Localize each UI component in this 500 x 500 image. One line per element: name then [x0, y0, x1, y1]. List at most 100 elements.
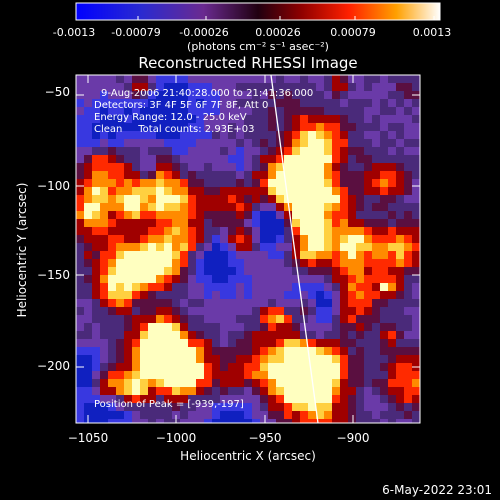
image-pixel — [284, 211, 292, 219]
image-pixel — [356, 283, 364, 291]
image-pixel — [404, 99, 412, 107]
image-pixel — [188, 291, 196, 299]
image-pixel — [212, 419, 220, 423]
image-pixel — [340, 131, 348, 139]
image-pixel — [92, 419, 100, 423]
image-pixel — [204, 75, 212, 83]
image-pixel — [284, 163, 292, 171]
image-pixel — [220, 123, 228, 131]
image-pixel — [212, 403, 220, 411]
image-pixel — [212, 99, 220, 107]
image-pixel — [84, 291, 92, 299]
image-pixel — [324, 83, 332, 91]
image-pixel — [404, 387, 412, 395]
image-pixel — [124, 403, 132, 411]
image-pixel — [148, 395, 156, 403]
image-pixel — [204, 99, 212, 107]
image-pixel — [236, 299, 244, 307]
image-pixel — [340, 219, 348, 227]
image-pixel — [100, 259, 108, 267]
image-pixel — [236, 371, 244, 379]
image-pixel — [156, 147, 164, 155]
image-pixel — [196, 235, 204, 243]
image-pixel — [356, 91, 364, 99]
image-pixel — [76, 227, 84, 235]
image-pixel — [140, 227, 148, 235]
image-pixel — [292, 315, 300, 323]
image-pixel — [204, 315, 212, 323]
image-pixel — [180, 403, 188, 411]
image-pixel — [124, 211, 132, 219]
image-pixel — [308, 243, 316, 251]
image-pixel — [284, 99, 292, 107]
image-pixel — [332, 283, 340, 291]
image-pixel — [396, 379, 404, 387]
image-pixel — [148, 387, 156, 395]
image-pixel — [412, 171, 420, 179]
image-pixel — [156, 227, 164, 235]
image-pixel — [116, 155, 124, 163]
image-pixel — [188, 83, 196, 91]
image-pixel — [308, 307, 316, 315]
image-pixel — [116, 291, 124, 299]
image-pixel — [316, 171, 324, 179]
image-pixel — [340, 283, 348, 291]
image-pixel — [316, 315, 324, 323]
image-pixel — [228, 107, 236, 115]
image-pixel — [84, 259, 92, 267]
image-pixel — [388, 355, 396, 363]
image-pixel — [380, 315, 388, 323]
image-pixel — [236, 419, 244, 423]
image-pixel — [132, 139, 140, 147]
image-pixel — [276, 163, 284, 171]
image-pixel — [84, 275, 92, 283]
image-pixel — [140, 107, 148, 115]
image-pixel — [108, 291, 116, 299]
image-pixel — [220, 91, 228, 99]
image-pixel — [364, 115, 372, 123]
image-pixel — [300, 339, 308, 347]
image-pixel — [396, 275, 404, 283]
image-pixel — [188, 219, 196, 227]
image-pixel — [372, 203, 380, 211]
image-pixel — [100, 355, 108, 363]
image-pixel — [260, 107, 268, 115]
image-pixel — [220, 83, 228, 91]
image-pixel — [164, 371, 172, 379]
image-pixel — [204, 243, 212, 251]
image-pixel — [396, 347, 404, 355]
image-pixel — [76, 187, 84, 195]
image-pixel — [228, 211, 236, 219]
image-pixel — [356, 203, 364, 211]
image-pixel — [356, 403, 364, 411]
image-pixel — [212, 195, 220, 203]
image-pixel — [388, 259, 396, 267]
image-pixel — [276, 307, 284, 315]
image-pixel — [276, 371, 284, 379]
image-pixel — [164, 251, 172, 259]
image-pixel — [140, 403, 148, 411]
image-pixel — [164, 227, 172, 235]
image-pixel — [132, 203, 140, 211]
image-pixel — [268, 267, 276, 275]
image-pixel — [332, 131, 340, 139]
image-pixel — [172, 123, 180, 131]
image-pixel — [156, 355, 164, 363]
image-pixel — [252, 203, 260, 211]
image-pixel — [356, 235, 364, 243]
image-pixel — [268, 331, 276, 339]
image-pixel — [140, 131, 148, 139]
image-pixel — [148, 91, 156, 99]
image-pixel — [164, 211, 172, 219]
image-pixel — [292, 323, 300, 331]
image-pixel — [300, 283, 308, 291]
image-pixel — [236, 387, 244, 395]
image-pixel — [388, 171, 396, 179]
image-pixel — [204, 259, 212, 267]
image-pixel — [212, 219, 220, 227]
image-pixel — [92, 243, 100, 251]
image-pixel — [412, 355, 420, 363]
image-pixel — [148, 315, 156, 323]
colorbar-tick-label: 0.0013 — [413, 26, 452, 39]
image-pixel — [356, 419, 364, 423]
